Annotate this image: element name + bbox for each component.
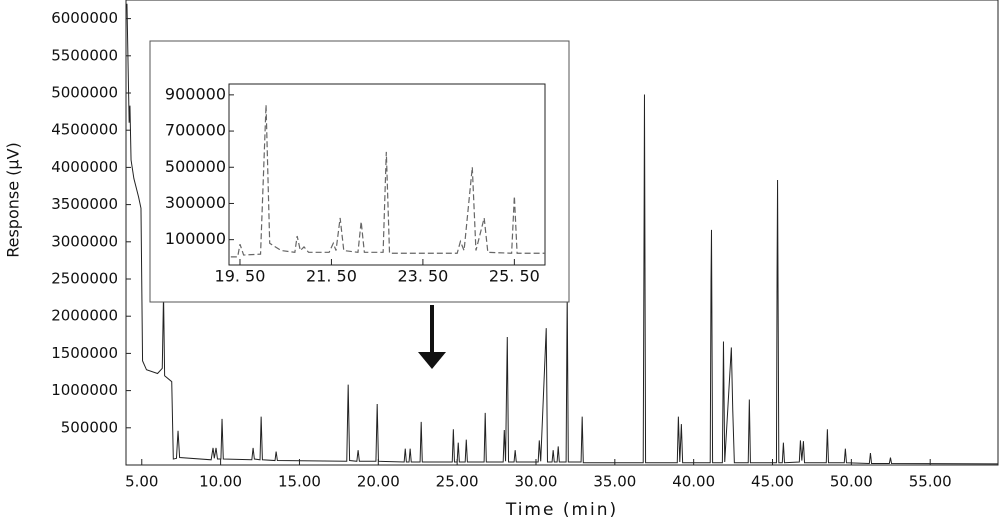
plot-frame <box>228 83 546 266</box>
y-tick-label: 1500000 <box>51 344 118 362</box>
y-tick-label: 5000000 <box>51 84 118 102</box>
main-chart: 500000 1000000 1500000 2000000 2500000 300000… <box>4 0 999 520</box>
y-tick-label: 6000000 <box>51 9 118 27</box>
x-tick-label: 15.00 <box>278 473 321 491</box>
y-tick-label: 500000 <box>165 157 226 176</box>
x-axis-label: Time (min) <box>505 500 618 520</box>
x-tick-label: 30.00 <box>515 473 558 491</box>
x-tick-label: 50.00 <box>830 473 873 491</box>
y-tick-label: 300000 <box>165 193 226 212</box>
x-tick-label: 20.00 <box>357 473 400 491</box>
x-tick-label: 23. 50 <box>397 267 448 286</box>
y-tick-label: 900000 <box>165 84 226 103</box>
x-tick-label: 40.00 <box>672 473 715 491</box>
y-tick-label: 1000000 <box>51 381 118 399</box>
y-tick-label: 2000000 <box>51 307 118 325</box>
y-tick-label: 5500000 <box>51 46 118 64</box>
x-tick-label: 55.00 <box>909 473 952 491</box>
x-tick-label: 21. 50 <box>306 267 357 286</box>
x-tick-label: 19. 50 <box>215 267 266 286</box>
x-tick-label: 45.00 <box>751 473 794 491</box>
y-tick-label: 100000 <box>165 229 226 248</box>
y-tick-label: 3000000 <box>51 232 118 250</box>
y-axis-label: Response (μV) <box>4 142 23 258</box>
y-tick-label: 4500000 <box>51 121 118 139</box>
x-tick-label: 5.00 <box>125 473 158 491</box>
y-tick-label: 500000 <box>61 418 118 436</box>
y-tick-label: 3500000 <box>51 195 118 213</box>
arrow-head <box>418 352 446 369</box>
y-tick-label: 700000 <box>165 121 226 140</box>
trace <box>126 3 999 465</box>
y-tick-label: 2500000 <box>51 270 118 288</box>
y-tick-label: 4000000 <box>51 158 118 176</box>
inset-chart: 100000 300000 500000 700000 900000 19. 50 21. … <box>165 83 546 286</box>
x-tick-label: 25. 50 <box>489 267 540 286</box>
trace <box>230 104 545 258</box>
x-tick-label: 10.00 <box>199 473 242 491</box>
x-tick-label: 25.00 <box>436 473 479 491</box>
plot-frame <box>125 0 999 466</box>
x-tick-label: 35.00 <box>593 473 636 491</box>
